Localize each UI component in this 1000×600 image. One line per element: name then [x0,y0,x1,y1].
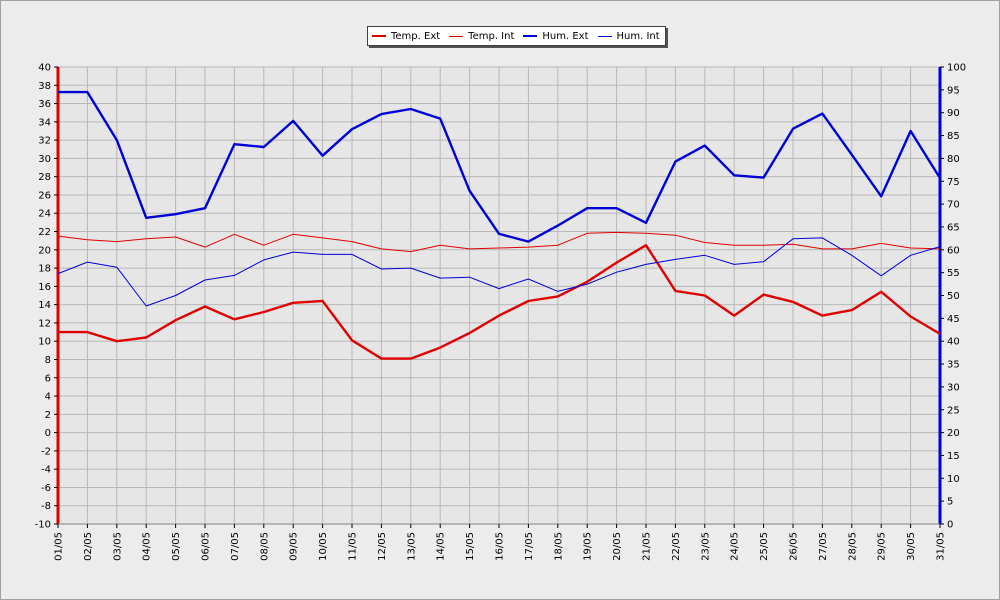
x-tick-label: 23/05 [700,532,711,561]
x-tick-label: 01/05 [54,532,65,561]
x-tick-label: 17/05 [524,532,535,561]
right-tick-label: 40 [947,337,960,348]
left-tick-label: 4 [45,392,51,403]
legend-item-hum-int: Hum. Int [597,30,660,42]
left-tick-label: 38 [38,81,51,92]
x-tick-label: 12/05 [377,532,388,561]
left-tick-label: 2 [45,410,51,421]
left-tick-label: -10 [35,520,51,531]
legend-label-temp-int: Temp. Int [468,30,515,42]
legend-item-hum-ext: Hum. Ext [523,30,589,42]
legend-swatch-hum-int [597,35,612,37]
series-line-temp-ext [58,243,941,360]
x-tick-label: 19/05 [583,532,594,561]
series-line-temp-int [57,231,941,253]
legend-swatch-hum-ext [523,35,538,37]
x-tick-label: 02/05 [83,532,94,561]
left-tick-label: -6 [41,483,51,494]
right-tick-label: 90 [947,108,960,119]
left-tick-label: 14 [38,300,51,311]
x-tick-label: 10/05 [318,532,329,561]
right-tick-label: 100 [947,63,966,74]
right-tick-label: 30 [947,382,960,393]
left-tick-label: 10 [38,337,51,348]
series-line-hum-int [57,237,941,307]
series-line-hum-ext [58,90,942,243]
right-tick-label: 95 [947,85,960,96]
left-tick-label: 28 [38,172,51,183]
x-tick-label: 15/05 [465,532,476,561]
left-tick-label: 40 [38,63,51,74]
x-tick-label: 13/05 [406,532,417,561]
legend-label-hum-ext: Hum. Ext [542,30,589,42]
x-tick-label: 03/05 [112,532,123,561]
right-tick-label: 5 [947,497,953,508]
left-tick-label: 20 [38,245,51,256]
left-tick-label: -4 [41,465,51,476]
x-tick-label: 29/05 [877,532,888,561]
legend-item-temp-ext: Temp. Ext [372,31,440,42]
right-tick-label: 65 [947,222,960,233]
left-tick-label: 16 [38,282,51,293]
left-tick-label: 12 [38,318,51,329]
left-tick-label: 36 [38,99,51,110]
x-tick-label: 07/05 [230,532,241,561]
legend-swatch-temp-ext [372,35,386,37]
left-tick-label: 6 [45,373,51,384]
x-tick-label: 06/05 [201,532,212,561]
x-tick-label: 27/05 [818,532,829,561]
x-tick-label: 09/05 [289,532,300,561]
left-tick-label: 0 [45,428,51,439]
legend-label-temp-ext: Temp. Ext [391,30,441,42]
left-tick-label: 26 [38,190,51,201]
x-tick-label: 20/05 [612,532,623,561]
x-tick-label: 21/05 [642,532,653,561]
right-tick-label: 55 [947,268,960,279]
right-tick-label: 20 [947,428,960,439]
x-tick-label: 08/05 [259,532,270,561]
x-tick-label: 04/05 [142,532,153,561]
left-axis-ticks: -10-8-6-4-202468101214161820222426283032… [35,63,58,531]
right-tick-label: 75 [947,177,960,188]
right-tick-label: 25 [947,405,960,416]
legend: Temp. Ext Temp. Int Hum. Ext Hum. Int [367,26,666,46]
x-tick-label: 14/05 [436,532,447,561]
legend-label-hum-int: Hum. Int [616,30,660,42]
right-tick-label: 50 [947,291,960,302]
x-tick-label: 05/05 [171,532,182,561]
left-tick-label: -2 [41,446,51,457]
x-axis-ticks: 01/05 02/05 03/05 04/05 05/05 06/05 07/05 08/05… [54,524,947,561]
right-tick-label: 45 [947,314,960,325]
left-tick-label: 30 [38,154,51,165]
legend-swatch-temp-int [449,35,464,37]
x-tick-label: 24/05 [730,532,741,561]
right-tick-label: 15 [947,451,960,462]
right-tick-label: 35 [947,360,960,371]
x-tick-label: 18/05 [553,532,564,561]
left-tick-label: 24 [38,209,51,220]
right-tick-label: 60 [947,245,960,256]
x-tick-label: 31/05 [936,532,947,561]
right-tick-label: 10 [947,474,960,485]
right-tick-label: 80 [947,154,960,165]
legend-item-temp-int: Temp. Int [449,31,514,42]
right-tick-label: 70 [947,200,960,211]
left-tick-label: -8 [41,501,51,512]
x-tick-label: 25/05 [759,532,770,561]
x-tick-label: 28/05 [847,532,858,561]
left-tick-label: 22 [38,227,51,238]
x-tick-label: 30/05 [906,532,917,561]
x-tick-label: 11/05 [348,532,359,561]
left-tick-label: 34 [38,117,51,128]
x-tick-label: 22/05 [671,532,682,561]
right-tick-label: 0 [947,520,953,531]
left-tick-label: 8 [45,355,51,366]
x-tick-label: 16/05 [495,532,506,561]
left-tick-label: 32 [38,136,51,147]
right-tick-label: 85 [947,131,960,142]
left-tick-label: 18 [38,264,51,275]
right-axis-ticks: 0 5 10 15 20 25 30 35 40 45 50 55 60 65 70 75 80 85 90 95 10… [940,63,966,531]
x-tick-label: 26/05 [789,532,800,561]
